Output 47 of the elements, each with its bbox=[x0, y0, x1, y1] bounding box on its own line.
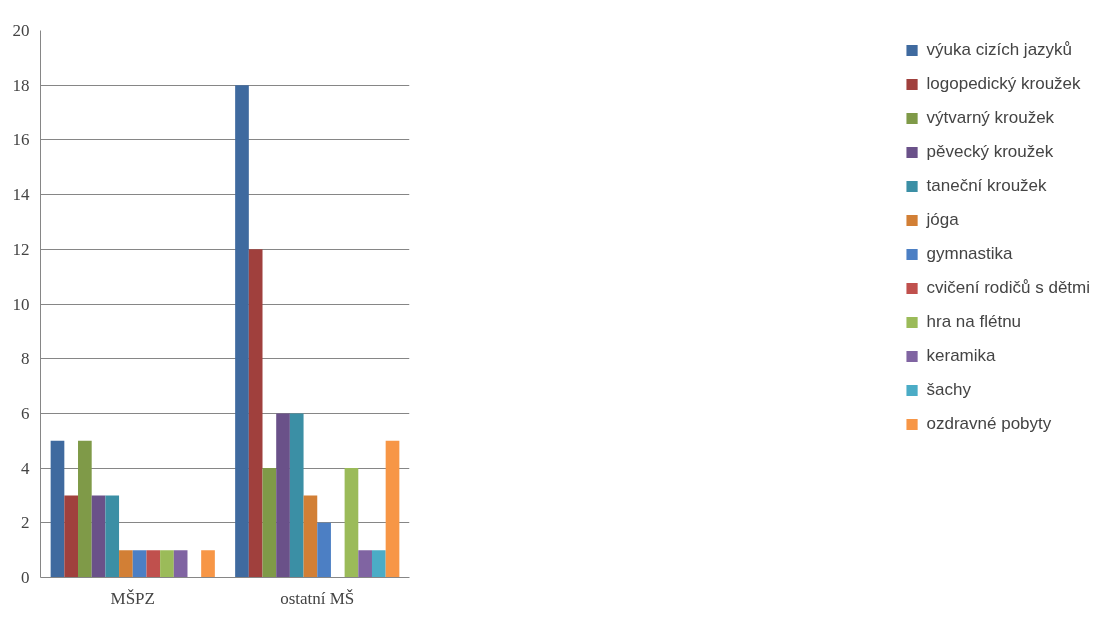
legend-label: výtvarný kroužek bbox=[926, 108, 1055, 128]
y-tick-label: 0 bbox=[21, 568, 30, 587]
bar bbox=[385, 440, 400, 578]
bar bbox=[119, 550, 133, 578]
bar bbox=[64, 495, 79, 578]
x-tick-label: MŠPZ bbox=[110, 588, 155, 608]
legend-label: jóga bbox=[926, 210, 959, 230]
y-tick-label: 20 bbox=[12, 21, 30, 40]
bar bbox=[276, 413, 290, 578]
bar bbox=[262, 468, 277, 578]
bar bbox=[235, 85, 249, 578]
y-tick-label: 4 bbox=[21, 458, 30, 478]
legend-label: cvičení rodičů s dětmi bbox=[926, 278, 1090, 298]
legend-label: šachy bbox=[926, 380, 971, 400]
bar bbox=[50, 440, 65, 578]
bar bbox=[303, 495, 318, 578]
legend-label: gymnastika bbox=[926, 244, 1013, 264]
bar bbox=[78, 440, 92, 578]
bar bbox=[358, 550, 372, 578]
legend-label: výuka cizích jazyků bbox=[926, 40, 1073, 60]
y-tick-label: 18 bbox=[12, 75, 30, 95]
bar bbox=[146, 550, 161, 578]
y-tick-label: 8 bbox=[21, 349, 30, 369]
bar bbox=[248, 249, 263, 578]
legend-label: ozdravné pobyty bbox=[926, 414, 1052, 434]
bar bbox=[371, 550, 386, 578]
bar bbox=[201, 550, 215, 578]
x-tick-label: ostatní MŠ bbox=[280, 588, 355, 608]
bar bbox=[317, 522, 331, 578]
bar bbox=[105, 495, 120, 578]
bar bbox=[344, 468, 359, 578]
legend-label: logopedický kroužek bbox=[926, 74, 1081, 94]
y-tick-label: 14 bbox=[12, 185, 30, 205]
y-tick-label: 6 bbox=[21, 403, 30, 423]
legend-label: keramika bbox=[926, 346, 996, 366]
y-tick-label: 12 bbox=[12, 239, 30, 259]
bar bbox=[173, 550, 188, 578]
y-tick-label: 16 bbox=[12, 130, 30, 150]
bar bbox=[160, 550, 174, 578]
bar bbox=[289, 413, 304, 578]
legend-label: pěvecký kroužek bbox=[926, 142, 1054, 162]
bar bbox=[132, 550, 147, 578]
legend-label: taneční kroužek bbox=[926, 176, 1047, 196]
bar bbox=[91, 495, 106, 578]
legend-label: hra na flétnu bbox=[926, 312, 1022, 332]
y-tick-label: 10 bbox=[12, 294, 30, 314]
y-tick-label: 2 bbox=[21, 513, 30, 533]
